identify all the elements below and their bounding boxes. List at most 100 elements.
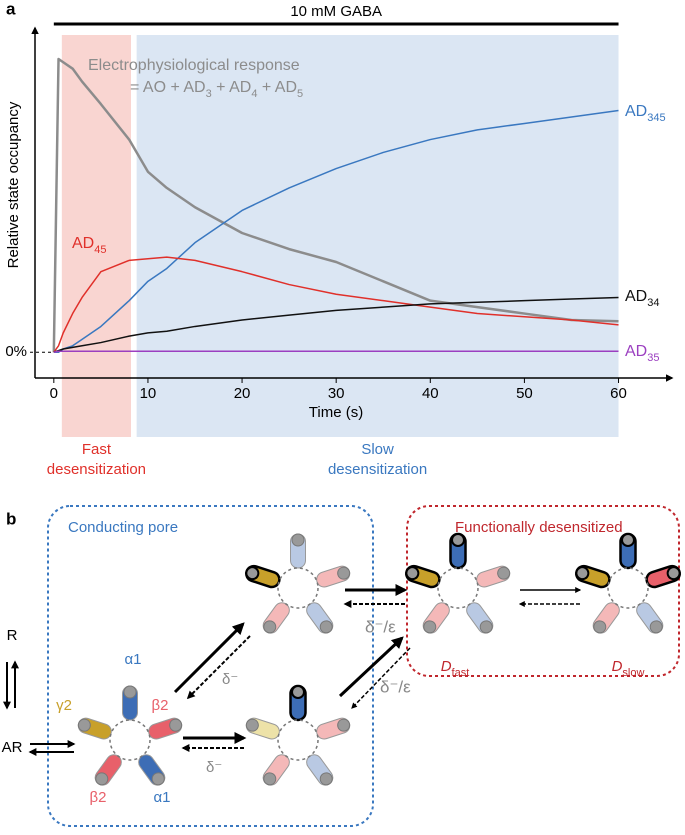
subunit-cap bbox=[319, 620, 333, 634]
subunit-cap bbox=[649, 620, 663, 634]
x-tick-label: 20 bbox=[234, 385, 251, 402]
subunit bbox=[262, 754, 290, 786]
subunit-label: α1 bbox=[153, 789, 170, 806]
subunit bbox=[466, 602, 494, 634]
subunit-cap bbox=[291, 685, 305, 699]
rate-label: δ⁻ bbox=[206, 759, 222, 776]
subunit-cap bbox=[169, 718, 183, 732]
group-label: Conducting pore bbox=[68, 519, 178, 536]
pore bbox=[437, 567, 479, 609]
receptor bbox=[575, 532, 681, 634]
subunit bbox=[306, 602, 334, 634]
subunit-cap bbox=[666, 566, 681, 581]
subunit bbox=[290, 533, 306, 569]
receptors bbox=[77, 532, 681, 786]
y-axis-label: Relative state occupancy bbox=[5, 101, 22, 268]
subunit-cap bbox=[593, 620, 607, 634]
annotation: = AO + AD3 + AD4 + AD5 bbox=[130, 79, 303, 100]
region-label: desensitization bbox=[47, 461, 146, 478]
subunit-cap bbox=[479, 620, 493, 634]
subunit-cap bbox=[497, 566, 511, 580]
rate-label: δ⁻/ε bbox=[365, 617, 396, 636]
subunit-label: α1 bbox=[124, 651, 141, 668]
subunit-cap bbox=[337, 718, 351, 732]
series-line bbox=[52, 57, 619, 353]
pore bbox=[277, 719, 319, 761]
subunit-label: β2 bbox=[152, 697, 169, 714]
state-label: Dslow bbox=[612, 658, 645, 679]
subunit-cap bbox=[405, 566, 420, 581]
region-label: desensitization bbox=[328, 461, 427, 478]
x-tick-label: 50 bbox=[516, 385, 533, 402]
region-label: Fast bbox=[82, 441, 112, 458]
subunit-cap bbox=[621, 533, 635, 547]
subunit bbox=[94, 754, 122, 786]
x-axis-label: Time (s) bbox=[309, 404, 363, 421]
subunit-cap bbox=[451, 533, 465, 547]
subunit-cap bbox=[423, 620, 437, 634]
subunit bbox=[619, 532, 637, 570]
subunit bbox=[316, 717, 351, 740]
subunit-cap bbox=[263, 772, 277, 786]
receptor bbox=[245, 684, 351, 786]
subunit-cap bbox=[95, 772, 109, 786]
rate-label: δ⁻ bbox=[222, 671, 238, 688]
arrows bbox=[3, 584, 582, 756]
series-label: Electrophysiological response bbox=[88, 57, 300, 74]
group-box bbox=[47, 505, 374, 827]
subunit bbox=[77, 717, 112, 740]
subunit bbox=[405, 564, 441, 589]
subunit bbox=[289, 684, 307, 722]
panel-label: b bbox=[6, 509, 16, 528]
panel-label: a bbox=[6, 0, 16, 18]
state-label: AR bbox=[2, 739, 23, 756]
subunit-cap bbox=[575, 566, 590, 581]
subunit-cap bbox=[245, 718, 259, 732]
subunit bbox=[245, 564, 281, 589]
subunit bbox=[245, 717, 280, 740]
series-label: AD345 bbox=[625, 103, 666, 124]
series-line bbox=[53, 256, 619, 353]
rate-label: δ⁻/ε bbox=[380, 677, 411, 696]
subunit-label: γ2 bbox=[56, 697, 72, 714]
receptor bbox=[245, 533, 351, 634]
subunit-cap bbox=[151, 772, 165, 786]
receptor bbox=[405, 532, 511, 634]
group-label: Functionally desensitized bbox=[455, 519, 623, 536]
series-label: AD35 bbox=[625, 343, 659, 364]
region-label: Slow bbox=[361, 441, 394, 458]
state-label: Dfast bbox=[441, 658, 470, 679]
x-tick-label: 40 bbox=[422, 385, 439, 402]
x-tick-label: 30 bbox=[328, 385, 345, 402]
series-label: AD34 bbox=[625, 288, 659, 309]
series-label: AD45 bbox=[72, 235, 106, 256]
subunit bbox=[316, 565, 351, 588]
subunit bbox=[422, 602, 450, 634]
subunit-label: β2 bbox=[90, 789, 107, 806]
x-tick-label: 60 bbox=[610, 385, 627, 402]
region bbox=[61, 35, 131, 437]
subunit bbox=[138, 754, 166, 786]
subunit-cap bbox=[263, 620, 277, 634]
regions bbox=[61, 35, 619, 437]
region bbox=[136, 35, 619, 437]
pore bbox=[607, 567, 649, 609]
y-tick-label: 0% bbox=[5, 343, 27, 360]
series-line bbox=[53, 350, 619, 353]
stimulus-label: 10 mM GABA bbox=[290, 3, 382, 20]
series-line bbox=[53, 296, 619, 353]
x-tick-label: 10 bbox=[140, 385, 157, 402]
group-box bbox=[406, 505, 680, 677]
subunit bbox=[575, 564, 611, 589]
subunit bbox=[645, 564, 681, 589]
subunit bbox=[122, 685, 138, 721]
subunit-cap bbox=[245, 566, 260, 581]
subunit-cap bbox=[337, 566, 351, 580]
subunit-cap bbox=[77, 718, 91, 732]
pore bbox=[109, 719, 151, 761]
state-label: R bbox=[7, 627, 18, 644]
subunit bbox=[449, 532, 467, 570]
subunit-cap bbox=[291, 533, 305, 547]
receptor bbox=[77, 685, 183, 786]
